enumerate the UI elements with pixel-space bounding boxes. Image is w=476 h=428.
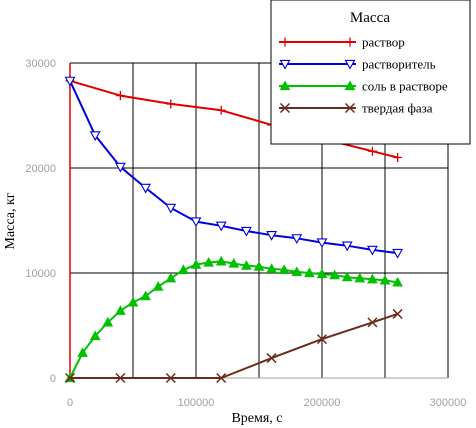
series-line-2 — [69, 80, 398, 255]
legend-marker — [344, 80, 356, 91]
data-point — [152, 281, 164, 291]
data-point — [102, 316, 114, 327]
data-point — [367, 273, 378, 284]
legend-item: соль в растворе — [279, 79, 448, 94]
legend: Масса раствор растворитель соль в растворе… — [270, 0, 471, 145]
legend-marker — [279, 59, 291, 70]
legend-marker — [280, 37, 290, 47]
x-tick-label: 200000 — [304, 397, 341, 409]
data-point — [266, 353, 277, 364]
y-tick-label: 0 — [50, 373, 56, 385]
legend-marker — [279, 102, 291, 114]
data-point — [278, 264, 290, 274]
data-point — [354, 272, 366, 283]
series-3 — [64, 255, 403, 383]
data-point — [392, 248, 404, 259]
data-point — [266, 231, 278, 241]
data-point — [241, 260, 252, 270]
data-point — [190, 259, 202, 269]
legend-label: растворитель — [362, 57, 436, 72]
x-axis-title: Время, с — [231, 411, 282, 426]
data-point — [367, 146, 377, 156]
data-point — [114, 162, 126, 173]
x-tick-label: 100000 — [178, 397, 215, 409]
data-point — [366, 245, 378, 256]
legend-marker — [279, 80, 291, 91]
data-point — [115, 305, 126, 315]
legend-marker — [344, 102, 356, 114]
series-2 — [64, 76, 404, 259]
data-point — [253, 261, 265, 271]
data-point — [367, 317, 378, 328]
data-point — [329, 269, 340, 280]
legend-item: твердая фаза — [279, 101, 433, 116]
data-point — [178, 264, 189, 274]
data-point — [392, 308, 403, 319]
data-point — [341, 271, 353, 282]
data-point — [228, 258, 240, 268]
data-point — [304, 267, 315, 278]
data-point — [165, 203, 177, 214]
series-line-1 — [69, 79, 398, 159]
data-point — [140, 290, 151, 301]
tick-labels: 0 100000 200000 300000 0 10000 20000 30000 — [25, 58, 466, 409]
data-point — [77, 347, 88, 357]
legend-items: раствор растворитель соль в растворе тверда… — [279, 35, 448, 116]
data-point — [64, 372, 76, 384]
data-point — [203, 256, 214, 267]
data-point — [215, 221, 227, 232]
x-tick-label: 0 — [67, 397, 73, 409]
data-point — [291, 266, 303, 277]
data-point — [127, 296, 139, 307]
data-point — [316, 334, 328, 345]
data-point — [341, 241, 353, 252]
legend-marker — [345, 37, 355, 47]
data-point — [216, 105, 226, 115]
data-point — [316, 268, 328, 279]
data-point — [115, 372, 126, 384]
legend-label: соль в растворе — [362, 79, 448, 94]
data-point — [140, 183, 152, 194]
data-point — [393, 153, 403, 162]
data-point — [240, 226, 252, 237]
legend-item: растворитель — [279, 57, 436, 72]
y-axis-title: Масса, кг — [3, 192, 18, 249]
y-tick-label: 20000 — [25, 163, 56, 175]
legend-item: раствор — [279, 35, 405, 50]
legend-box — [270, 0, 471, 145]
data-point — [215, 255, 227, 266]
data-point — [316, 238, 328, 249]
data-point — [115, 91, 125, 101]
y-tick-label: 30000 — [25, 58, 56, 70]
y-tick-label: 10000 — [25, 268, 56, 280]
data-point — [216, 372, 227, 384]
data-point — [89, 131, 101, 142]
data-point — [379, 274, 391, 285]
data-point — [89, 330, 101, 341]
data-point — [64, 76, 76, 87]
legend-label: твердая фаза — [362, 101, 433, 116]
series-4 — [64, 308, 403, 384]
legend-title: Масса — [350, 10, 390, 26]
data-point — [266, 263, 277, 273]
legend-label: раствор — [362, 35, 405, 50]
data-point — [190, 217, 202, 228]
legend-marker — [344, 59, 356, 70]
data-point — [291, 234, 303, 244]
x-tick-label: 300000 — [430, 397, 467, 409]
series-line-4 — [70, 312, 398, 379]
data-point — [165, 272, 177, 283]
data-point — [166, 99, 176, 109]
data-point — [392, 276, 403, 287]
data-point — [165, 372, 176, 384]
